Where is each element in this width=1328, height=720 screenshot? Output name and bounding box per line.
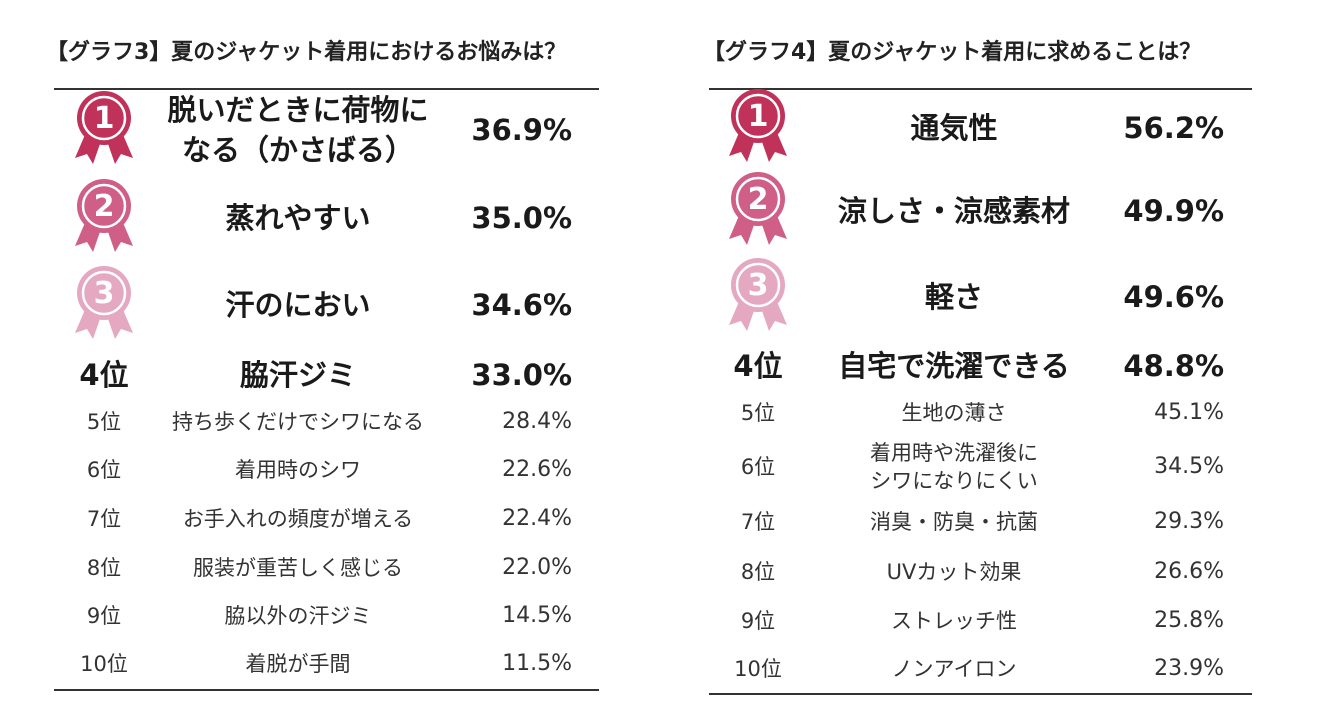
percent-value: 22.6% bbox=[502, 457, 572, 482]
item-label-line: 消臭・防臭・抗菌 bbox=[870, 510, 1038, 534]
item-label-line: 自宅で洗濯できる bbox=[838, 349, 1070, 383]
graph4-top-rule bbox=[709, 88, 1252, 90]
rank-label: 9位 bbox=[740, 609, 776, 633]
item-label-line: 軽さ bbox=[924, 280, 983, 314]
percent-value: 28.4% bbox=[502, 409, 572, 434]
item-label-line: シワになりにくい bbox=[870, 469, 1038, 493]
svg-text:1: 1 bbox=[94, 101, 115, 136]
item-label-line: なる（かさばる） bbox=[181, 133, 414, 167]
percent-value: 49.6% bbox=[1123, 280, 1224, 314]
item-label-line: 蒸れやすい bbox=[225, 201, 371, 235]
percent-value: 45.1% bbox=[1154, 400, 1224, 425]
percent-value: 29.3% bbox=[1154, 509, 1224, 534]
item-label: 着用時や洗濯後に シワになりにくい bbox=[794, 439, 1114, 495]
item-label: 軽さ bbox=[794, 277, 1114, 317]
item-label: 蒸れやすい bbox=[138, 198, 458, 238]
item-label: 脇以外の汗ジミ bbox=[138, 602, 458, 630]
item-label: UVカット効果 bbox=[794, 558, 1114, 586]
item-label: 脱いだときに荷物に なる（かさばる） bbox=[138, 90, 458, 170]
svg-text:2: 2 bbox=[94, 189, 115, 224]
percent-value: 35.0% bbox=[471, 201, 572, 235]
item-label-line: お手入れの頻度が増える bbox=[182, 507, 414, 531]
graph3-bottom-rule bbox=[54, 689, 599, 691]
item-label: 消臭・防臭・抗菌 bbox=[794, 508, 1114, 536]
item-label-line: 着脱が手間 bbox=[245, 652, 351, 676]
graph3-title: 【グラフ3】夏のジャケット着用におけるお悩みは？ bbox=[46, 40, 567, 65]
rank-label: 4位 bbox=[733, 349, 783, 383]
item-label-line: 着用時のシワ bbox=[235, 458, 361, 482]
item-label-line: 脱いだときに荷物に bbox=[167, 93, 429, 127]
item-label-line: 持ち歩くだけでシワになる bbox=[172, 410, 424, 434]
percent-value: 48.8% bbox=[1123, 349, 1224, 383]
item-label-line: 服装が重苦しく感じる bbox=[193, 556, 403, 580]
rank-label: 8位 bbox=[86, 556, 122, 580]
percent-value: 49.9% bbox=[1123, 194, 1224, 228]
percent-value: 25.8% bbox=[1154, 608, 1224, 633]
item-label-line: 汗のにおい bbox=[225, 288, 371, 322]
item-label: 涼しさ・涼感素材 bbox=[794, 191, 1114, 231]
item-label-line: 着用時や洗濯後に bbox=[870, 441, 1038, 465]
rank-label: 6位 bbox=[86, 458, 122, 482]
rank-label: 10位 bbox=[734, 657, 782, 681]
percent-value: 26.6% bbox=[1154, 559, 1224, 584]
item-label-line: 生地の薄さ bbox=[901, 401, 1007, 425]
item-label: 服装が重苦しく感じる bbox=[138, 554, 458, 582]
rank-2-medal-icon: 2 bbox=[729, 172, 787, 245]
svg-text:1: 1 bbox=[748, 99, 769, 134]
graph4-bottom-rule bbox=[709, 693, 1252, 695]
rank-label: 7位 bbox=[86, 507, 122, 531]
svg-text:3: 3 bbox=[748, 268, 769, 303]
rank-label: 5位 bbox=[740, 401, 776, 425]
rank-3-medal-icon: 3 bbox=[729, 258, 787, 331]
rank-label: 4位 bbox=[79, 358, 129, 392]
percent-value: 34.5% bbox=[1154, 454, 1224, 479]
rank-label: 6位 bbox=[740, 455, 776, 479]
item-label-line: 涼しさ・涼感素材 bbox=[837, 194, 1070, 228]
rank-3-medal-icon: 3 bbox=[75, 266, 133, 339]
percent-value: 22.0% bbox=[502, 555, 572, 580]
item-label: ストレッチ性 bbox=[794, 607, 1114, 635]
item-label: 着脱が手間 bbox=[138, 650, 458, 678]
rank-label: 9位 bbox=[86, 604, 122, 628]
item-label: 着用時のシワ bbox=[138, 456, 458, 484]
rank-label: 7位 bbox=[740, 510, 776, 534]
rank-2-medal-icon: 2 bbox=[75, 179, 133, 252]
svg-text:2: 2 bbox=[748, 182, 769, 217]
item-label: 脇汗ジミ bbox=[138, 355, 458, 395]
rank-1-medal-icon: 1 bbox=[75, 91, 133, 164]
item-label: ノンアイロン bbox=[794, 655, 1114, 683]
percent-value: 23.9% bbox=[1154, 656, 1224, 681]
item-label-line: ノンアイロン bbox=[891, 657, 1017, 681]
svg-text:3: 3 bbox=[94, 276, 115, 311]
rank-1-medal-icon: 1 bbox=[729, 89, 787, 162]
item-label: 通気性 bbox=[794, 108, 1114, 148]
item-label: 持ち歩くだけでシワになる bbox=[138, 408, 458, 436]
rank-label: 5位 bbox=[86, 410, 122, 434]
percent-value: 11.5% bbox=[502, 651, 572, 676]
percent-value: 34.6% bbox=[471, 288, 572, 322]
item-label-line: 通気性 bbox=[910, 111, 998, 145]
percent-value: 14.5% bbox=[502, 603, 572, 628]
percent-value: 22.4% bbox=[502, 506, 572, 531]
item-label: 汗のにおい bbox=[138, 285, 458, 325]
graph3-top-rule bbox=[54, 88, 599, 90]
item-label-line: UVカット効果 bbox=[886, 560, 1022, 584]
item-label: 生地の薄さ bbox=[794, 399, 1114, 427]
rank-label: 8位 bbox=[740, 560, 776, 584]
item-label-line: 脇汗ジミ bbox=[239, 358, 356, 392]
item-label: 自宅で洗濯できる bbox=[794, 346, 1114, 386]
percent-value: 36.9% bbox=[471, 113, 572, 147]
graph4-title: 【グラフ4】夏のジャケット着用に求めることは？ bbox=[703, 40, 1202, 65]
rank-label: 10位 bbox=[80, 652, 128, 676]
percent-value: 33.0% bbox=[471, 358, 572, 392]
item-label: お手入れの頻度が増える bbox=[138, 505, 458, 533]
percent-value: 56.2% bbox=[1123, 111, 1224, 145]
item-label-line: 脇以外の汗ジミ bbox=[224, 604, 372, 628]
item-label-line: ストレッチ性 bbox=[891, 609, 1017, 633]
